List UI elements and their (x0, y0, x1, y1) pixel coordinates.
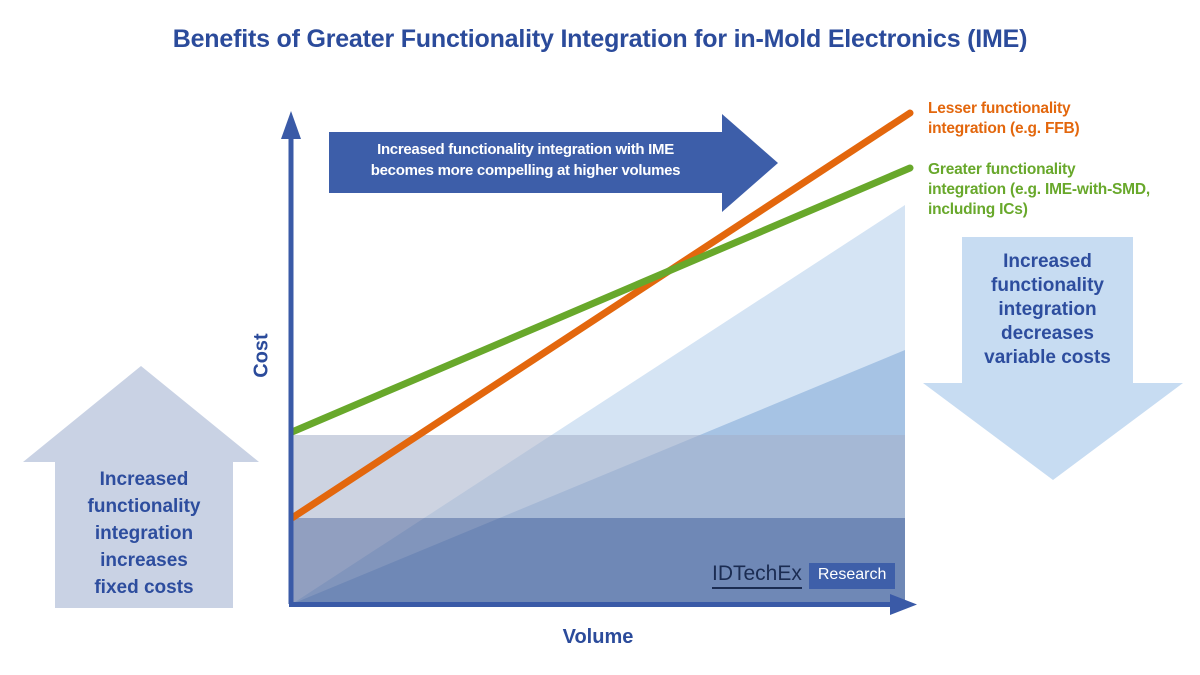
fixed-costs-line-4: increases (100, 550, 188, 571)
fixed-costs-line-2: functionality (87, 496, 201, 517)
variable-costs-down-arrow-shape (923, 237, 1183, 480)
annotation-line-2: becomes more compelling at higher volume… (370, 162, 681, 179)
annotation-arrow-text: Increased functionality integration with… (329, 139, 722, 181)
y-axis-label: Cost (250, 333, 273, 378)
annotation-arrow-shape (329, 114, 778, 212)
legend-lesser-line-2: integration (e.g. FFB) (928, 120, 1080, 137)
variable-costs-line-2: functionality (991, 275, 1104, 296)
variable-costs-line-5: variable costs (984, 347, 1111, 368)
fixed-costs-line-1: Increased (99, 469, 189, 490)
page-title: Benefits of Greater Functionality Integr… (172, 25, 1028, 53)
idtechex-logo-brand: IDTechEx (712, 562, 802, 589)
greater-integration-line (288, 164, 914, 436)
legend-lesser-integration: Lesser functionality integration (e.g. F… (928, 99, 1080, 139)
legend-greater-integration: Greater functionality integration (e.g. … (928, 160, 1150, 220)
lesser-integration-line (288, 109, 914, 522)
fixed-costs-line-3: integration (94, 523, 194, 544)
variable-costs-arrow-text: Increased functionality integration decr… (962, 250, 1133, 370)
variable-costs-line-4: decreases (1001, 323, 1094, 344)
fixed-costs-up-arrow-shape (23, 366, 259, 608)
fixed-costs-line-5: fixed costs (94, 577, 194, 598)
fixed-cost-band-lower (292, 518, 905, 604)
x-axis-arrowhead-icon (890, 594, 917, 615)
variable-costs-line-1: Increased (1003, 251, 1092, 272)
fixed-cost-band-upper (292, 435, 905, 518)
idtechex-logo-research-badge: Research (808, 562, 896, 589)
legend-greater-line-2: integration (e.g. IME-with-SMD, (928, 181, 1150, 198)
variable-costs-line-3: integration (998, 299, 1097, 320)
annotation-line-1: Increased functionality integration with… (377, 141, 674, 158)
y-axis-arrowhead-icon (281, 111, 301, 139)
idtechex-logo: IDTechEx Research (712, 562, 896, 589)
legend-greater-line-1: Greater functionality (928, 161, 1076, 178)
x-axis-label: Volume (562, 626, 634, 648)
legend-greater-line-3: including ICs) (928, 201, 1028, 218)
fixed-costs-arrow-text: Increased functionality integration incr… (55, 466, 233, 601)
legend-lesser-line-1: Lesser functionality (928, 100, 1071, 117)
